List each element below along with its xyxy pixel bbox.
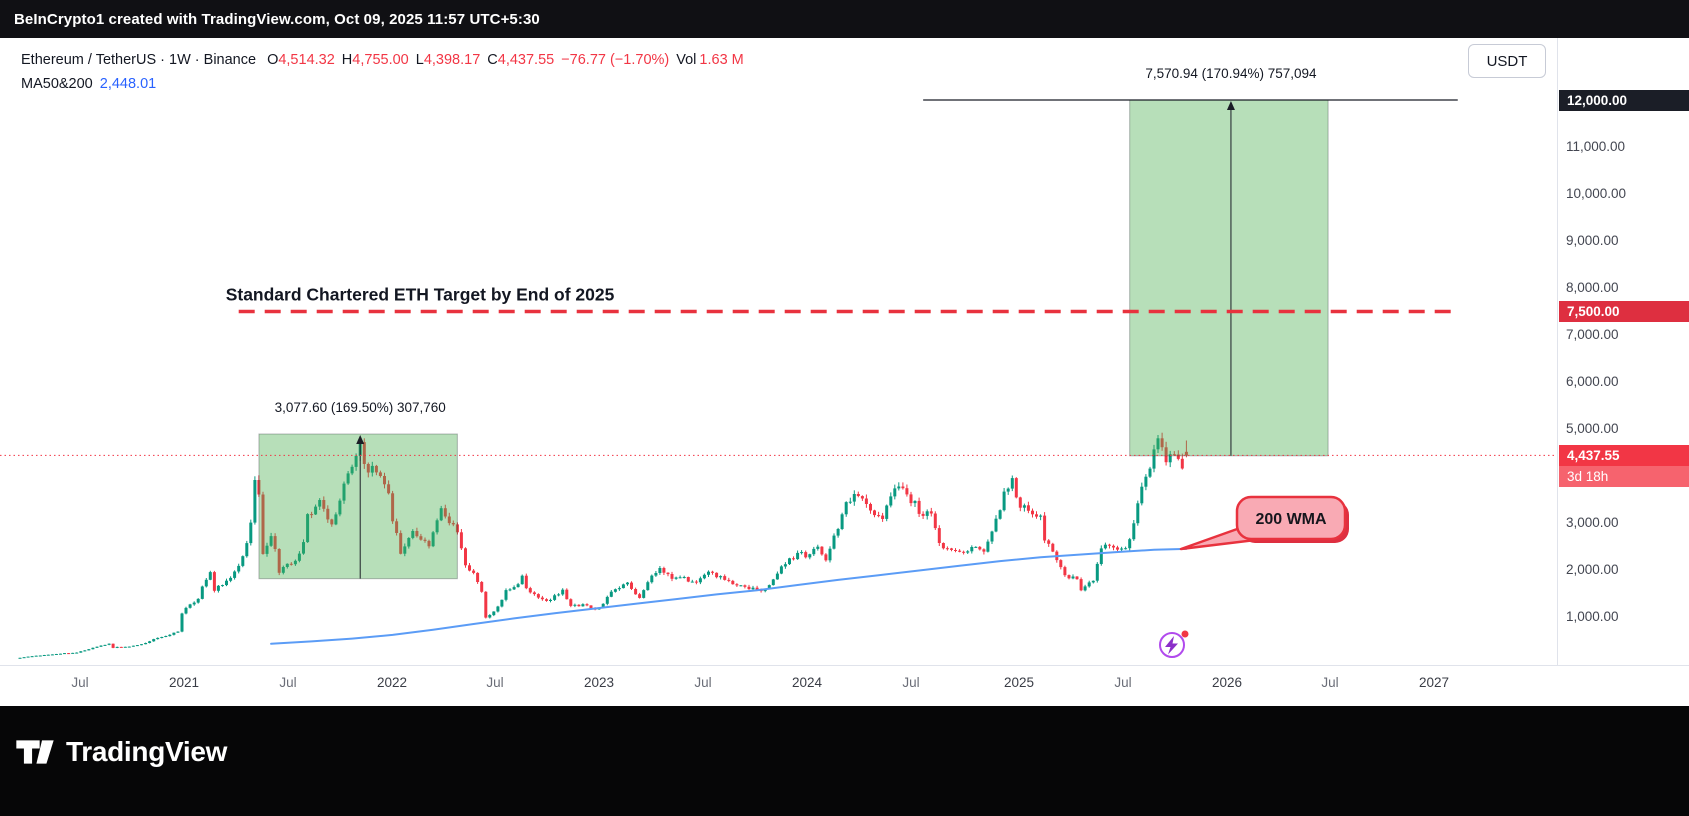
legend-volume: Vol 1.63 M bbox=[676, 52, 744, 68]
time-tick: 2024 bbox=[791, 675, 823, 690]
legend-close: C 4,437.55 bbox=[487, 52, 555, 68]
chart-panel: 3,077.60 (169.50%) 307,760 7,570.94 (170.… bbox=[0, 38, 1689, 706]
price-tick: 3,000.00 bbox=[1566, 515, 1619, 530]
countdown-badge: 3d 18h bbox=[1559, 465, 1689, 487]
time-tick: Jul bbox=[1114, 675, 1132, 690]
measure-drawing-2[interactable]: 7,570.94 (170.94%) 757,094 bbox=[1129, 66, 1329, 457]
legend-change: −76.77 (−1.70%) bbox=[561, 52, 670, 68]
currency-toggle-button[interactable]: USDT bbox=[1468, 44, 1546, 78]
time-tick: 2021 bbox=[168, 675, 200, 690]
time-tick: 2026 bbox=[1211, 675, 1243, 690]
legend-low: L 4,398.17 bbox=[415, 52, 481, 68]
export-footer-bar: TradingView bbox=[0, 705, 1689, 816]
tradingview-logo[interactable]: TradingView bbox=[0, 733, 227, 771]
price-tick: 6,000.00 bbox=[1566, 374, 1619, 389]
export-header-bar: BeInCrypto1 created with TradingView.com… bbox=[0, 0, 1689, 38]
price-tick: 10,000.00 bbox=[1566, 186, 1627, 201]
legend-open: O 4,514.32 bbox=[267, 52, 335, 68]
price-tick: 2,000.00 bbox=[1566, 562, 1619, 577]
price-tick: 7,000.00 bbox=[1566, 327, 1619, 342]
symbol-title[interactable]: Ethereum / TetherUS · 1W · Binance bbox=[21, 52, 257, 68]
time-tick: 2025 bbox=[1003, 675, 1035, 690]
chart-legend: Ethereum / TetherUS · 1W · Binance O 4,51… bbox=[21, 48, 744, 96]
price-badge: 4,437.55 bbox=[1559, 444, 1689, 466]
wma-callout[interactable]: 200 WMA bbox=[1179, 495, 1349, 551]
time-tick: Jul bbox=[1321, 675, 1339, 690]
price-badge: 7,500.00 bbox=[1559, 301, 1689, 322]
price-tick: 1,000.00 bbox=[1566, 609, 1619, 624]
price-tick: 9,000.00 bbox=[1566, 233, 1619, 248]
time-tick: 2027 bbox=[1418, 675, 1450, 690]
time-tick: Jul bbox=[902, 675, 920, 690]
notification-dot bbox=[1181, 630, 1189, 638]
time-axis[interactable]: Jul 2021 Jul 2022 Jul 2023 Jul 2024 Jul 2025 Jul 20… bbox=[0, 665, 1689, 706]
export-header-text: BeInCrypto1 created with TradingView.com… bbox=[14, 10, 540, 28]
time-tick: Jul bbox=[279, 675, 297, 690]
legend-row-symbol: Ethereum / TetherUS · 1W · Binance O 4,51… bbox=[21, 48, 744, 72]
legend-row-ma: MA50&200 2,448.01 bbox=[21, 72, 744, 96]
time-tick: Jul bbox=[694, 675, 712, 690]
lightning-reaction-icon[interactable] bbox=[1159, 630, 1189, 658]
ma200-line bbox=[270, 547, 1188, 645]
legend-high: H 4,755.00 bbox=[341, 52, 409, 68]
target-line-drawing[interactable]: Standard Chartered ETH Target by End of … bbox=[226, 285, 1458, 314]
time-tick: 2023 bbox=[583, 675, 615, 690]
candlestick-series bbox=[18, 432, 1188, 659]
time-tick: 2022 bbox=[376, 675, 408, 690]
ma-indicator-value: 2,448.01 bbox=[99, 76, 157, 92]
price-chart-canvas[interactable]: 3,077.60 (169.50%) 307,760 7,570.94 (170.… bbox=[0, 38, 1557, 665]
tradingview-logo-text: TradingView bbox=[66, 735, 228, 767]
price-tick: 8,000.00 bbox=[1566, 280, 1619, 295]
svg-text:200 WMA: 200 WMA bbox=[1255, 511, 1327, 528]
price-badge: 12,000.00 bbox=[1559, 89, 1689, 111]
time-tick: Jul bbox=[71, 675, 89, 690]
svg-text:7,570.94 (170.94%) 757,094: 7,570.94 (170.94%) 757,094 bbox=[1145, 66, 1317, 81]
price-axis[interactable]: 11,000.00 10,000.00 9,000.00 8,000.00 7,000.… bbox=[1557, 38, 1689, 665]
measure-drawing-1[interactable]: 3,077.60 (169.50%) 307,760 bbox=[258, 400, 458, 580]
svg-text:Standard Chartered ETH Target: Standard Chartered ETH Target by End of … bbox=[226, 285, 615, 305]
tradingview-logo-icon bbox=[16, 739, 54, 764]
price-tick: 11,000.00 bbox=[1566, 139, 1626, 154]
svg-text:3,077.60 (169.50%) 307,760: 3,077.60 (169.50%) 307,760 bbox=[275, 400, 446, 415]
ma-indicator-label[interactable]: MA50&200 bbox=[21, 76, 93, 92]
price-tick: 5,000.00 bbox=[1566, 421, 1619, 436]
time-tick: Jul bbox=[486, 675, 504, 690]
